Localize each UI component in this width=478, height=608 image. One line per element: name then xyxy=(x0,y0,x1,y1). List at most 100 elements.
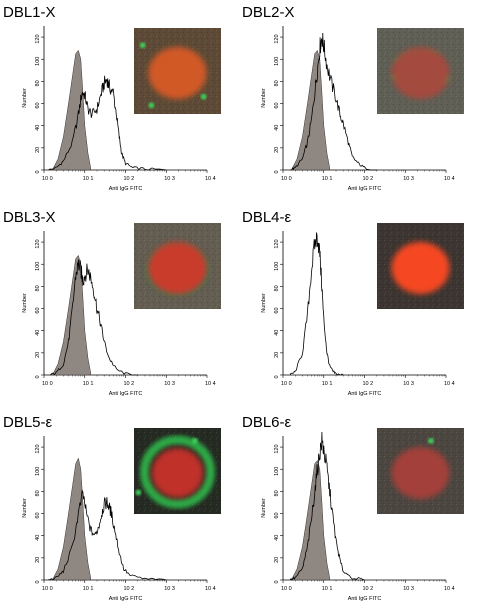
y-tick-label: 0 xyxy=(274,375,280,378)
sample-histogram xyxy=(50,259,138,376)
panel-6: DBL6-ε 0 20 40 60 80 100 120 10 0 10 1 10 2 10 3 10 … xyxy=(242,414,464,602)
y-tick-label: 0 xyxy=(274,170,280,173)
x-tick-label: 10 2 xyxy=(124,586,135,592)
x-tick-label: 10 3 xyxy=(164,586,175,592)
y-tick-label: 20 xyxy=(35,147,41,153)
x-axis-label: Anti IgG FITC xyxy=(348,186,382,192)
membrane-ring xyxy=(140,435,215,509)
sample-histogram xyxy=(48,75,167,171)
fluorescent-speck xyxy=(139,42,146,49)
x-tick-label: 10 0 xyxy=(281,381,292,387)
y-tick-label: 60 xyxy=(35,102,41,108)
control-histogram xyxy=(51,49,91,171)
x-axis-label: Anti IgG FITC xyxy=(109,596,143,602)
cell-micrograph xyxy=(134,223,221,309)
panel-1: DBL1-X 0 20 40 60 80 100 120 10 0 10 1 10 2 10 3 10 … xyxy=(3,4,221,192)
sample-histogram xyxy=(290,32,377,171)
y-tick-label: 100 xyxy=(274,57,280,66)
cell-body xyxy=(148,242,207,294)
y-tick-label: 40 xyxy=(274,535,280,541)
y-tick-label: 120 xyxy=(35,239,41,248)
y-tick-label: 0 xyxy=(35,375,41,378)
y-tick-label: 40 xyxy=(35,535,41,541)
x-tick-label: 10 3 xyxy=(164,381,175,387)
fluorescent-speck xyxy=(135,489,142,496)
y-tick-label: 0 xyxy=(274,580,280,583)
x-tick-label: 10 3 xyxy=(403,176,414,182)
y-tick-label: 60 xyxy=(274,307,280,313)
y-tick-label: 80 xyxy=(35,285,41,291)
y-tick-label: 80 xyxy=(274,285,280,291)
cell-micrograph xyxy=(377,223,464,309)
y-axis-label: Number xyxy=(261,88,267,108)
cell-body xyxy=(391,47,450,99)
y-tick-label: 0 xyxy=(35,580,41,583)
y-axis-label: Number xyxy=(22,88,28,108)
x-axis-label: Anti IgG FITC xyxy=(348,596,382,602)
y-tick-label: 40 xyxy=(35,330,41,336)
sample-histogram xyxy=(289,431,365,581)
y-axis-label: Number xyxy=(22,293,28,313)
y-axis-label: Number xyxy=(22,498,28,518)
cell-body xyxy=(151,448,204,498)
x-tick-label: 10 1 xyxy=(322,176,333,182)
y-tick-label: 80 xyxy=(35,490,41,496)
x-tick-label: 10 3 xyxy=(164,176,175,182)
y-tick-label: 120 xyxy=(274,34,280,43)
x-tick-label: 10 0 xyxy=(281,176,292,182)
panel-4: DBL4-ε 0 20 40 60 80 100 120 10 0 10 1 10 2 10 3 10 … xyxy=(242,209,464,397)
x-axis-label: Anti IgG FITC xyxy=(348,391,382,397)
y-tick-label: 20 xyxy=(35,557,41,563)
y-tick-label: 80 xyxy=(274,80,280,86)
y-tick-label: 20 xyxy=(274,557,280,563)
y-tick-label: 40 xyxy=(274,125,280,131)
y-tick-label: 120 xyxy=(35,34,41,43)
x-tick-label: 10 2 xyxy=(363,586,374,592)
y-tick-label: 120 xyxy=(274,444,280,453)
cell-micrograph xyxy=(377,28,464,114)
x-tick-label: 10 1 xyxy=(322,381,333,387)
x-tick-label: 10 3 xyxy=(403,586,414,592)
x-tick-label: 10 2 xyxy=(124,381,135,387)
cell-body xyxy=(391,242,450,294)
y-tick-label: 0 xyxy=(35,170,41,173)
panel-title: DBL4-ε xyxy=(242,209,292,226)
x-tick-label: 10 0 xyxy=(281,586,292,592)
sample-histogram xyxy=(48,489,167,581)
y-tick-label: 20 xyxy=(274,352,280,358)
control-histogram xyxy=(290,459,330,581)
y-tick-label: 120 xyxy=(274,239,280,248)
y-tick-label: 60 xyxy=(35,512,41,518)
x-tick-label: 10 4 xyxy=(444,586,455,592)
y-tick-label: 100 xyxy=(274,262,280,271)
x-tick-label: 10 0 xyxy=(42,586,53,592)
panel-title: DBL2-X xyxy=(242,4,295,21)
sample-histogram xyxy=(289,232,344,376)
fluorescent-speck xyxy=(427,437,434,444)
x-tick-label: 10 0 xyxy=(42,381,53,387)
x-tick-label: 10 4 xyxy=(205,586,216,592)
panel-title: DBL3-X xyxy=(3,209,56,226)
cell-micrograph xyxy=(134,28,221,114)
cell-micrograph xyxy=(134,428,221,514)
x-tick-label: 10 4 xyxy=(444,381,455,387)
fluorescent-speck xyxy=(200,93,207,100)
x-tick-label: 10 1 xyxy=(83,586,94,592)
panel-title: DBL6-ε xyxy=(242,414,292,431)
fluorescent-speck xyxy=(148,102,155,109)
y-tick-label: 100 xyxy=(274,467,280,476)
y-tick-label: 40 xyxy=(35,125,41,131)
y-tick-label: 60 xyxy=(35,307,41,313)
x-axis-label: Anti IgG FITC xyxy=(109,391,143,397)
panel-5: DBL5-ε 0 20 40 60 80 100 120 10 0 10 1 10 2 10 3 10 … xyxy=(3,414,221,602)
x-tick-label: 10 4 xyxy=(205,176,216,182)
x-tick-label: 10 1 xyxy=(83,381,94,387)
y-tick-label: 100 xyxy=(35,57,41,66)
y-tick-label: 20 xyxy=(35,352,41,358)
panel-3: DBL3-X 0 20 40 60 80 100 120 10 0 10 1 10 2 10 3 10 … xyxy=(3,209,221,397)
panel-2: DBL2-X 0 20 40 60 80 100 120 10 0 10 1 10 2 10 3 10 … xyxy=(242,4,464,192)
x-tick-label: 10 4 xyxy=(205,381,216,387)
control-histogram xyxy=(51,457,91,581)
panel-title: DBL1-X xyxy=(3,4,56,21)
